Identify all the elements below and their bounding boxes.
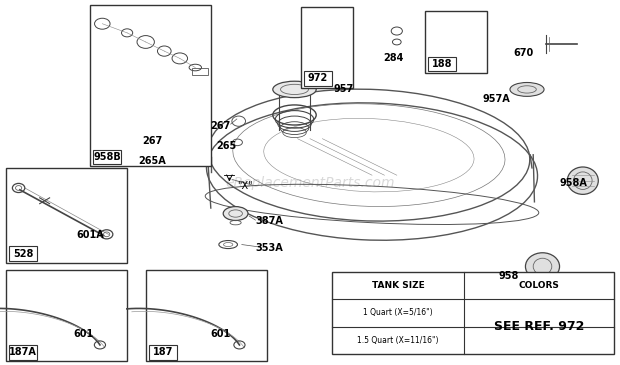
FancyBboxPatch shape — [9, 246, 37, 261]
Text: 353A: 353A — [256, 243, 283, 253]
Text: "X": "X" — [237, 181, 253, 191]
FancyBboxPatch shape — [146, 270, 267, 361]
FancyBboxPatch shape — [149, 345, 177, 360]
Ellipse shape — [310, 43, 347, 63]
Text: 267: 267 — [142, 135, 162, 146]
Ellipse shape — [223, 207, 248, 220]
Ellipse shape — [567, 167, 598, 194]
FancyBboxPatch shape — [428, 57, 456, 71]
Text: 267: 267 — [210, 121, 230, 131]
Text: TANK SIZE: TANK SIZE — [371, 281, 424, 290]
Text: 957: 957 — [334, 84, 354, 95]
FancyBboxPatch shape — [304, 71, 332, 86]
Text: 265A: 265A — [138, 155, 166, 166]
FancyBboxPatch shape — [332, 272, 614, 354]
FancyBboxPatch shape — [90, 5, 211, 166]
FancyBboxPatch shape — [6, 168, 127, 263]
FancyBboxPatch shape — [9, 345, 37, 360]
Text: 528: 528 — [13, 249, 33, 259]
Ellipse shape — [510, 82, 544, 96]
Text: 601: 601 — [74, 329, 94, 339]
Text: SEE REF. 972: SEE REF. 972 — [494, 320, 584, 333]
Text: 670: 670 — [514, 48, 534, 58]
Text: 957A: 957A — [482, 93, 510, 104]
Text: 284: 284 — [384, 53, 404, 64]
FancyBboxPatch shape — [425, 11, 487, 73]
Text: 188: 188 — [432, 59, 452, 69]
Text: 1.5 Quart (X=11/16"): 1.5 Quart (X=11/16") — [357, 336, 439, 345]
Text: 601A: 601A — [76, 230, 104, 241]
Ellipse shape — [526, 253, 559, 280]
Text: 958: 958 — [498, 270, 518, 281]
Text: 387A: 387A — [256, 216, 283, 226]
Text: eReplacementParts.com: eReplacementParts.com — [225, 176, 395, 189]
Ellipse shape — [273, 81, 316, 97]
Text: 958B: 958B — [93, 152, 121, 162]
Text: 601: 601 — [210, 329, 230, 339]
Text: 265: 265 — [216, 141, 236, 151]
Text: 972: 972 — [308, 73, 328, 84]
FancyBboxPatch shape — [93, 150, 121, 164]
Text: 187A: 187A — [9, 347, 37, 357]
Text: COLORS: COLORS — [518, 281, 559, 290]
FancyBboxPatch shape — [6, 270, 127, 361]
Text: 958A: 958A — [560, 177, 587, 188]
Text: 1 Quart (X=5/16"): 1 Quart (X=5/16") — [363, 308, 433, 318]
FancyBboxPatch shape — [301, 7, 353, 88]
Text: 187: 187 — [153, 347, 173, 357]
